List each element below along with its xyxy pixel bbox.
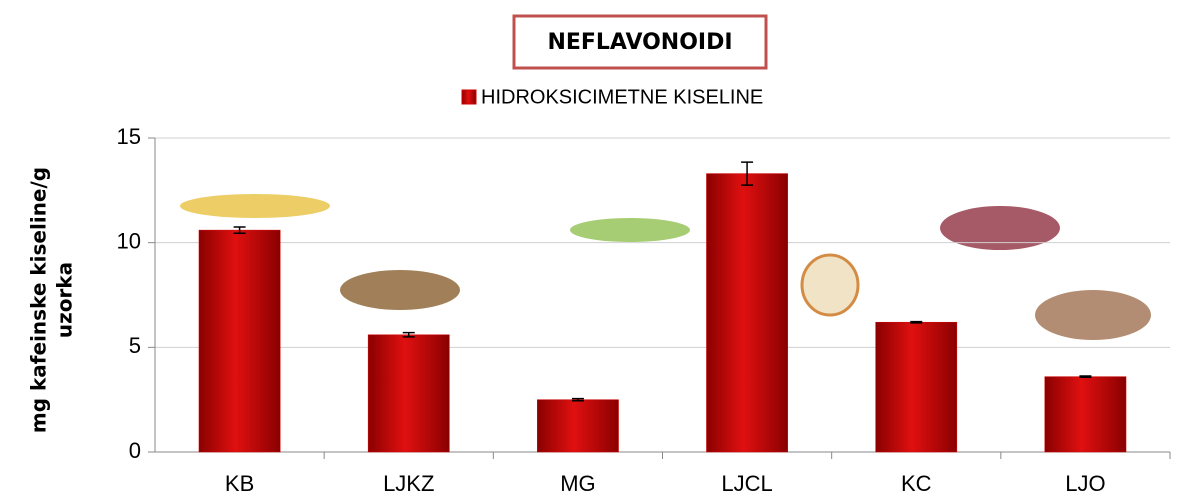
legend-label: HIDROKSICIMETNE KISELINE	[481, 86, 763, 108]
banana-image	[180, 194, 330, 218]
chart: NEFLAVONOIDI mg kafeinske kiseline/g uzo…	[0, 0, 1180, 501]
x-tick-label: KC	[901, 471, 932, 496]
bar	[876, 322, 957, 452]
onion-image	[802, 255, 858, 315]
error-bar	[910, 322, 922, 323]
bar	[1045, 377, 1126, 452]
y-axis-label: uzorka	[53, 262, 77, 338]
x-tick-label: LJKZ	[383, 471, 434, 496]
bar	[706, 174, 787, 452]
y-tick-label: 0	[129, 438, 141, 463]
x-tick-label: LJO	[1065, 471, 1105, 496]
legend-swatch	[462, 90, 476, 104]
y-tick-label: 5	[129, 333, 141, 358]
y-tick-label: 10	[117, 228, 141, 253]
seeds-image	[340, 270, 460, 310]
beet-image	[940, 206, 1060, 250]
walnut-image	[1035, 290, 1151, 340]
bar	[537, 400, 618, 452]
chart-title: NEFLAVONOIDI	[547, 30, 732, 55]
peas-image	[570, 218, 690, 242]
error-bar	[1079, 376, 1091, 377]
x-tick-label: MG	[560, 471, 595, 496]
y-tick-label: 15	[117, 124, 141, 149]
bar	[368, 335, 449, 452]
bar	[199, 230, 280, 452]
y-axis-label: mg kafeinske kiseline/g	[27, 167, 51, 433]
x-tick-label: KB	[225, 471, 254, 496]
x-tick-label: LJCL	[721, 471, 772, 496]
